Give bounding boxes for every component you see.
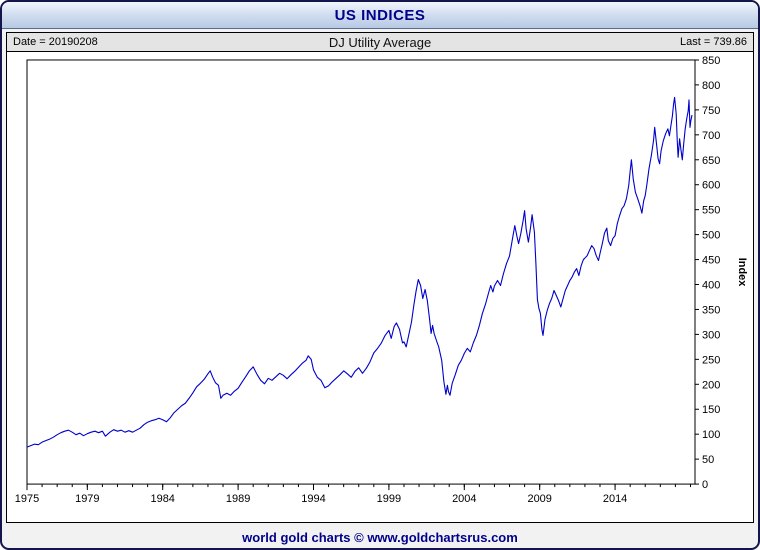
svg-text:200: 200 <box>702 379 720 391</box>
svg-text:750: 750 <box>702 105 720 117</box>
svg-text:450: 450 <box>702 255 720 267</box>
footer: world gold charts © www.goldchartsrus.co… <box>2 526 758 548</box>
svg-text:550: 550 <box>702 205 720 217</box>
svg-text:650: 650 <box>702 155 720 167</box>
svg-text:2014: 2014 <box>603 493 627 505</box>
svg-text:850: 850 <box>702 55 720 67</box>
svg-text:600: 600 <box>702 180 720 192</box>
svg-text:300: 300 <box>702 329 720 341</box>
window-title: US INDICES <box>334 6 426 24</box>
window-titlebar: US INDICES <box>2 2 758 29</box>
svg-text:1979: 1979 <box>75 493 99 505</box>
chart-date-label: Date = 20190208 <box>13 36 98 48</box>
svg-text:2004: 2004 <box>452 493 476 505</box>
chart-title: DJ Utility Average <box>328 34 432 50</box>
svg-text:800: 800 <box>702 80 720 92</box>
svg-text:0: 0 <box>702 479 708 491</box>
svg-text:2009: 2009 <box>527 493 551 505</box>
price-line <box>26 96 693 448</box>
chart-last-label: Last = 739.86 <box>680 36 747 48</box>
svg-text:700: 700 <box>702 130 720 142</box>
svg-text:100: 100 <box>702 429 720 441</box>
svg-text:400: 400 <box>702 280 720 292</box>
svg-text:250: 250 <box>702 354 720 366</box>
y-axis: 0 50 100 150 200 250 300 350 400 450 500 550 600 650 7… <box>695 55 720 491</box>
svg-text:50: 50 <box>702 454 714 466</box>
chart-info-bar: Date = 20190208 DJ Utility Average Last … <box>7 33 753 52</box>
svg-text:1994: 1994 <box>301 493 325 505</box>
svg-text:1975: 1975 <box>15 493 39 505</box>
svg-text:500: 500 <box>702 230 720 242</box>
y-axis-title: Index <box>736 258 748 288</box>
svg-text:1999: 1999 <box>377 493 401 505</box>
plot-area: 0 50 100 150 200 250 300 350 400 450 500 550 600 650 7… <box>7 52 753 522</box>
footer-text: world gold charts © www.goldchartsrus.co… <box>242 529 518 545</box>
chart-plot: 0 50 100 150 200 250 300 350 400 450 500 550 600 650 7… <box>15 55 748 505</box>
plot-border <box>26 59 696 485</box>
svg-text:350: 350 <box>702 304 720 316</box>
chart-frame: Date = 20190208 DJ Utility Average Last … <box>6 32 754 523</box>
svg-text:1989: 1989 <box>226 493 250 505</box>
svg-text:1984: 1984 <box>150 493 174 505</box>
svg-text:150: 150 <box>702 404 720 416</box>
x-axis: 1975 1979 1984 1989 1994 1999 2004 2009 2014 <box>15 484 691 505</box>
